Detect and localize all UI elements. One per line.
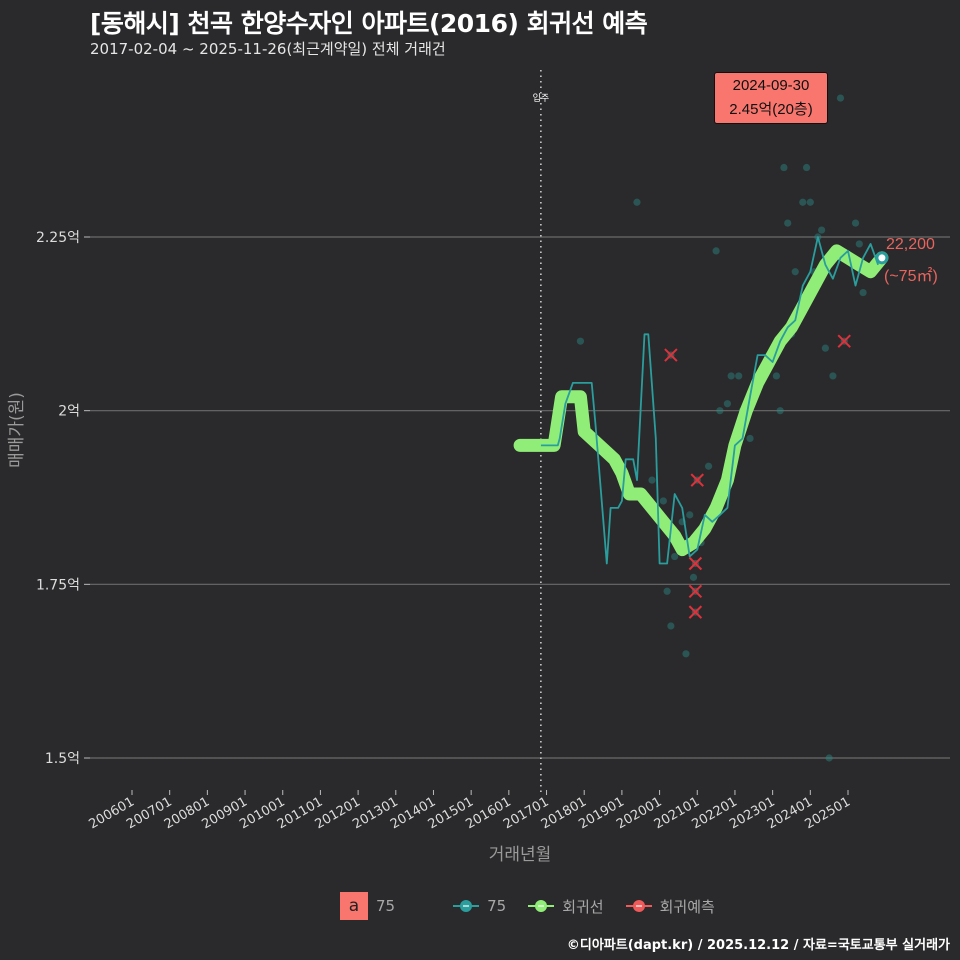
y-tick-label: 2.25억 bbox=[36, 230, 80, 246]
chart-title: [동해시] 천곡 한양수자인 아파트(2016) 회귀선 예측 bbox=[90, 9, 648, 38]
y-tick-label: 1.75억 bbox=[36, 577, 80, 593]
regression-line bbox=[513, 244, 889, 557]
legend-prediction-icon bbox=[625, 900, 652, 912]
callout-price: 2.45억(20층) bbox=[729, 101, 813, 118]
x-axis: 2006012007012008012009012010012011012012… bbox=[87, 790, 853, 832]
legend-regression-icon bbox=[528, 900, 555, 912]
legend-key-box: a bbox=[340, 892, 368, 920]
gridlines bbox=[90, 236, 950, 759]
latest-price-label: 22,200 bbox=[886, 236, 935, 253]
legend-label-75: 75 bbox=[487, 897, 507, 915]
chart-subtitle: 2017-02-04 ~ 2025-11-26(최근계약일) 전체 거래건 bbox=[90, 40, 446, 58]
latest-area-label: (~75㎡) bbox=[884, 268, 938, 285]
legend-75-icon bbox=[453, 900, 480, 912]
y-axis-title: 매매가(원) bbox=[7, 392, 27, 468]
source-footer: ©디아파트(dapt.kr) / 2025.12.12 / 자료=국토교통부 실… bbox=[566, 938, 950, 953]
transaction-points bbox=[576, 94, 867, 762]
legend-item-prediction: 회귀예측 bbox=[625, 896, 729, 917]
y-tick-label: 2억 bbox=[58, 404, 80, 420]
movein-label: 입주 bbox=[533, 92, 550, 104]
legend-key-text: 75 bbox=[376, 897, 396, 915]
latest-point-marker bbox=[875, 251, 889, 265]
legend-key-label: a 75 bbox=[340, 892, 409, 920]
regression-prediction-markers bbox=[664, 334, 851, 619]
y-axis: 2.25억 2억 1.75억 1.5억 bbox=[36, 230, 90, 767]
legend-item-75: 75 bbox=[453, 897, 520, 915]
legend-item-regression: 회귀선 bbox=[528, 896, 617, 917]
legend: a 75 75 회귀선 회귀예측 bbox=[340, 892, 737, 920]
legend-label-regression: 회귀선 bbox=[562, 897, 604, 916]
legend-label-prediction: 회귀예측 bbox=[659, 897, 715, 916]
series-75-line bbox=[540, 236, 879, 565]
callout-date: 2024-09-30 bbox=[732, 77, 810, 94]
max-price-callout: 2024-09-30 2.45억(20층) bbox=[714, 72, 828, 124]
x-axis-title: 거래년월 bbox=[489, 845, 552, 865]
y-tick-label: 1.5억 bbox=[45, 751, 80, 767]
